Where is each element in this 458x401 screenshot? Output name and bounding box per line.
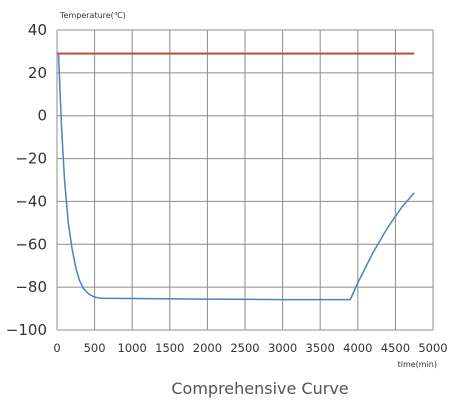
x-tick-label: 5000 <box>418 341 447 355</box>
series-line-2 <box>57 53 415 301</box>
grid-lines <box>56 29 434 331</box>
y-tick-label: −100 <box>6 321 47 339</box>
y-tick-label: −40 <box>15 192 47 210</box>
y-tick-label: 0 <box>37 107 47 125</box>
x-tick-label: 3000 <box>268 341 297 355</box>
x-tick-labels: 0 500 1000 1500 2000 2500 3000 3500 4000 4500 5000 <box>53 341 447 355</box>
y-tick-labels: 40 20 0 −20 −40 −60 −80 −100 <box>6 21 47 339</box>
x-tick-label: 0 <box>53 341 60 355</box>
x-tick-label: 500 <box>84 341 106 355</box>
x-tick-label: 3500 <box>306 341 335 355</box>
x-tick-label: 4000 <box>343 341 372 355</box>
y-tick-label: −20 <box>15 150 47 168</box>
chart-title: Comprehensive Curve <box>171 379 348 398</box>
x-tick-label: 4500 <box>381 341 410 355</box>
x-tick-label: 2000 <box>193 341 222 355</box>
x-axis-title: time(min) <box>398 360 437 369</box>
x-tick-label: 1500 <box>155 341 184 355</box>
y-tick-label: −60 <box>15 235 47 253</box>
y-tick-label: 20 <box>28 64 47 82</box>
y-tick-label: −80 <box>15 278 47 296</box>
y-axis-title: Temperature(℃) <box>59 11 126 20</box>
y-tick-label: 40 <box>28 21 47 39</box>
series-lines <box>57 52 415 301</box>
x-tick-label: 2500 <box>230 341 259 355</box>
x-tick-label: 1000 <box>118 341 147 355</box>
